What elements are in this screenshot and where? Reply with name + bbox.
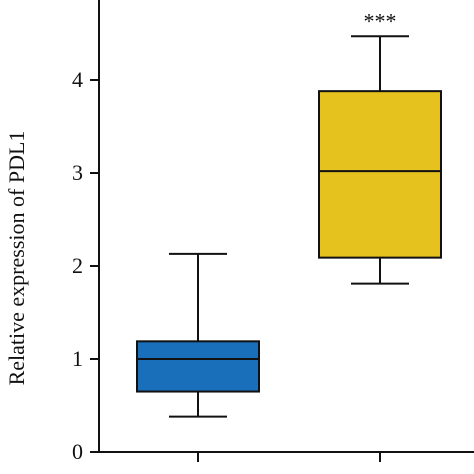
y-tick-label: 4: [72, 67, 83, 92]
labels: 0 1 2 3 4 ***: [72, 8, 397, 464]
axes: [90, 0, 474, 462]
y-tick-label: 0: [72, 439, 83, 464]
significance-label: ***: [364, 8, 397, 33]
boxes: [136, 35, 442, 418]
y-tick-label: 1: [72, 346, 83, 371]
y-axis-title: Relative expression of PDL1: [4, 131, 29, 386]
y-tick-label: 3: [72, 160, 83, 185]
box: [318, 90, 442, 259]
y-tick-label: 2: [72, 253, 83, 278]
box: [136, 340, 260, 393]
